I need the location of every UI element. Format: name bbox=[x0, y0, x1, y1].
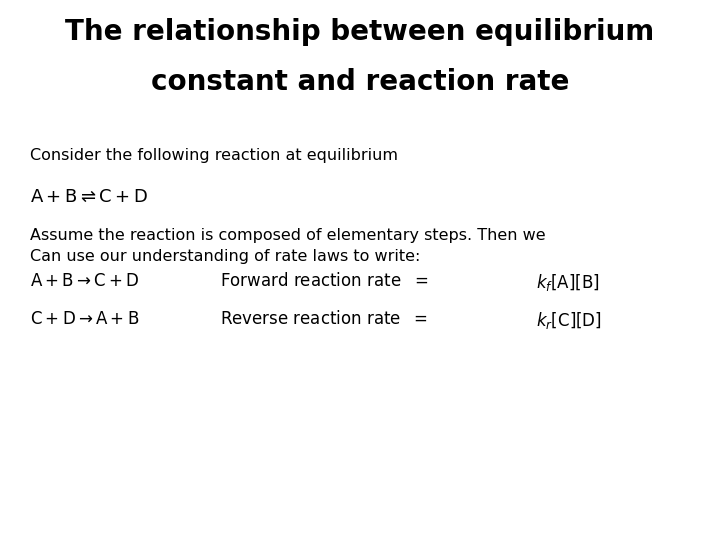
Text: $\mathrm{A + B} \rightleftharpoons \mathrm{C + D}$: $\mathrm{A + B} \rightleftharpoons \math… bbox=[30, 188, 148, 206]
Text: Assume the reaction is composed of elementary steps. Then we: Assume the reaction is composed of eleme… bbox=[30, 228, 546, 243]
Text: constant and reaction rate: constant and reaction rate bbox=[150, 68, 570, 96]
Text: The relationship between equilibrium: The relationship between equilibrium bbox=[66, 18, 654, 46]
Text: Reverse reaction rate  $=$: Reverse reaction rate $=$ bbox=[220, 310, 428, 328]
Text: $k_r\mathrm{[C][D]}$: $k_r\mathrm{[C][D]}$ bbox=[536, 310, 602, 331]
Text: $\mathrm{A + B \rightarrow C + D}$: $\mathrm{A + B \rightarrow C + D}$ bbox=[30, 272, 140, 290]
Text: Can use our understanding of rate laws to write:: Can use our understanding of rate laws t… bbox=[30, 249, 420, 264]
Text: Forward reaction rate  $=$: Forward reaction rate $=$ bbox=[220, 272, 428, 290]
Text: Consider the following reaction at equilibrium: Consider the following reaction at equil… bbox=[30, 148, 398, 163]
Text: $\mathrm{C + D \rightarrow A + B}$: $\mathrm{C + D \rightarrow A + B}$ bbox=[30, 310, 139, 328]
Text: $k_f\mathrm{[A][B]}$: $k_f\mathrm{[A][B]}$ bbox=[536, 272, 600, 293]
